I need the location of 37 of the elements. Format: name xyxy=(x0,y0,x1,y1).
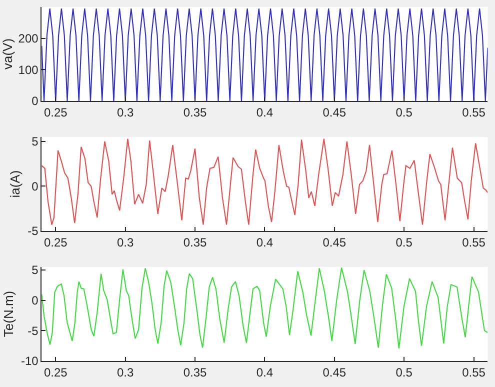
x-tick-label: 0.25 xyxy=(44,235,68,250)
x-tick-label: 0.3 xyxy=(116,365,134,380)
y-axis-title: ia(A) xyxy=(8,170,23,198)
y-tick-label: 0 xyxy=(32,294,39,308)
y-tick-label: 5 xyxy=(32,263,39,278)
line-series xyxy=(42,267,488,349)
x-tick-label: 0.25 xyxy=(44,105,68,120)
x-tick-label: 0.55 xyxy=(462,105,486,120)
line-series xyxy=(42,8,488,101)
y-tick-label: 200 xyxy=(18,32,39,46)
x-tick-label: 0.45 xyxy=(322,235,346,250)
x-tick-label: 0.55 xyxy=(462,235,486,250)
x-tick-label: 0.4 xyxy=(256,235,274,250)
x-tick-label: 0.3 xyxy=(116,105,134,120)
y-tick-label: -10 xyxy=(20,354,39,368)
y-tick-label: 0 xyxy=(32,179,39,194)
y-tick-label: -5 xyxy=(28,224,39,238)
y-tick-label: 0 xyxy=(32,94,39,108)
x-tick-label: 0.5 xyxy=(396,235,413,250)
x-tick-label: 0.55 xyxy=(462,365,486,380)
x-tick-label: 0.35 xyxy=(183,105,208,120)
x-tick-label: 0.4 xyxy=(256,365,274,380)
x-tick-label: 0.25 xyxy=(44,365,68,380)
y-tick-label: 5 xyxy=(32,134,39,149)
x-tick-label: 0.45 xyxy=(322,105,346,120)
y-tick-label: 100 xyxy=(18,62,39,77)
x-tick-label: 0.3 xyxy=(116,235,134,250)
x-tick-label: 0.4 xyxy=(256,105,274,120)
x-tick-label: 0.45 xyxy=(322,365,346,380)
x-tick-label: 0.5 xyxy=(396,105,413,120)
y-axis-title: Te(N.m) xyxy=(0,290,16,338)
y-axis-title: va(V) xyxy=(0,38,15,70)
x-tick-label: 0.5 xyxy=(396,365,413,380)
y-tick-label: -5 xyxy=(28,324,39,338)
x-tick-label: 0.35 xyxy=(183,365,208,380)
x-tick-label: 0.35 xyxy=(183,235,208,250)
line-series xyxy=(42,138,488,226)
